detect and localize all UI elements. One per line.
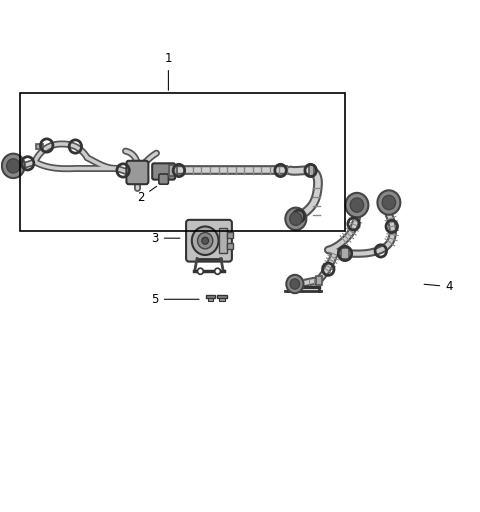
Bar <box>316 276 322 285</box>
Circle shape <box>215 268 220 274</box>
Circle shape <box>202 237 208 244</box>
Circle shape <box>290 279 300 289</box>
FancyBboxPatch shape <box>126 161 148 184</box>
Bar <box>219 298 225 302</box>
Bar <box>36 144 43 149</box>
Bar <box>309 165 314 176</box>
Text: 2: 2 <box>137 186 156 204</box>
Circle shape <box>289 212 302 225</box>
Circle shape <box>2 154 25 178</box>
Circle shape <box>286 275 303 293</box>
Text: 3: 3 <box>152 231 180 245</box>
FancyBboxPatch shape <box>159 174 168 184</box>
Text: 5: 5 <box>152 293 199 306</box>
Circle shape <box>382 196 396 209</box>
Bar <box>227 232 233 238</box>
Text: 1: 1 <box>165 52 172 90</box>
Bar <box>207 298 213 302</box>
Circle shape <box>377 190 400 215</box>
FancyBboxPatch shape <box>152 163 175 180</box>
Bar <box>218 228 227 253</box>
Circle shape <box>350 198 364 212</box>
Text: 4: 4 <box>424 280 453 293</box>
Circle shape <box>198 232 213 249</box>
Circle shape <box>192 226 218 255</box>
Bar <box>21 93 345 230</box>
Circle shape <box>7 159 20 173</box>
Circle shape <box>285 208 306 230</box>
Circle shape <box>198 268 203 274</box>
Bar <box>341 248 349 259</box>
Bar <box>227 243 233 249</box>
Bar <box>217 295 227 298</box>
Bar <box>169 165 177 176</box>
Circle shape <box>346 193 368 217</box>
FancyBboxPatch shape <box>186 220 232 262</box>
Bar <box>205 295 215 298</box>
